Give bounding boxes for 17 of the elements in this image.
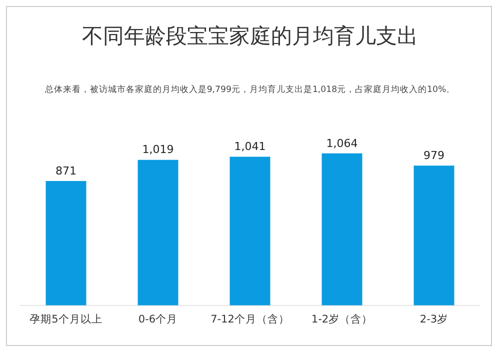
data-label: 1,041 [234, 140, 266, 154]
data-label: 979 [424, 148, 444, 162]
x-tick-label: 1-2岁（含） [311, 312, 373, 326]
x-tick-label: 0-6个月 [138, 313, 178, 326]
bar [322, 153, 362, 306]
data-label: 1,019 [142, 143, 174, 156]
data-label: 1,064 [326, 136, 358, 150]
bar [46, 180, 86, 306]
data-label: 871 [56, 164, 76, 178]
bar [414, 166, 454, 306]
chart-title: 不同年龄段宝宝家庭的月均育儿支出 [81, 23, 419, 50]
x-tick-label: 孕期5个月以上 [30, 312, 102, 326]
bar [230, 156, 270, 306]
bar [138, 160, 178, 306]
x-tick-label: 7-12个月（含） [210, 312, 290, 326]
x-tick-label: 2-3岁 [420, 313, 448, 326]
chart-subtitle: 总体来看，被访城市各家庭的月均收入是9,799元，月均育儿支出是1,018元，占家庭月均收入的10%。 [44, 84, 456, 96]
